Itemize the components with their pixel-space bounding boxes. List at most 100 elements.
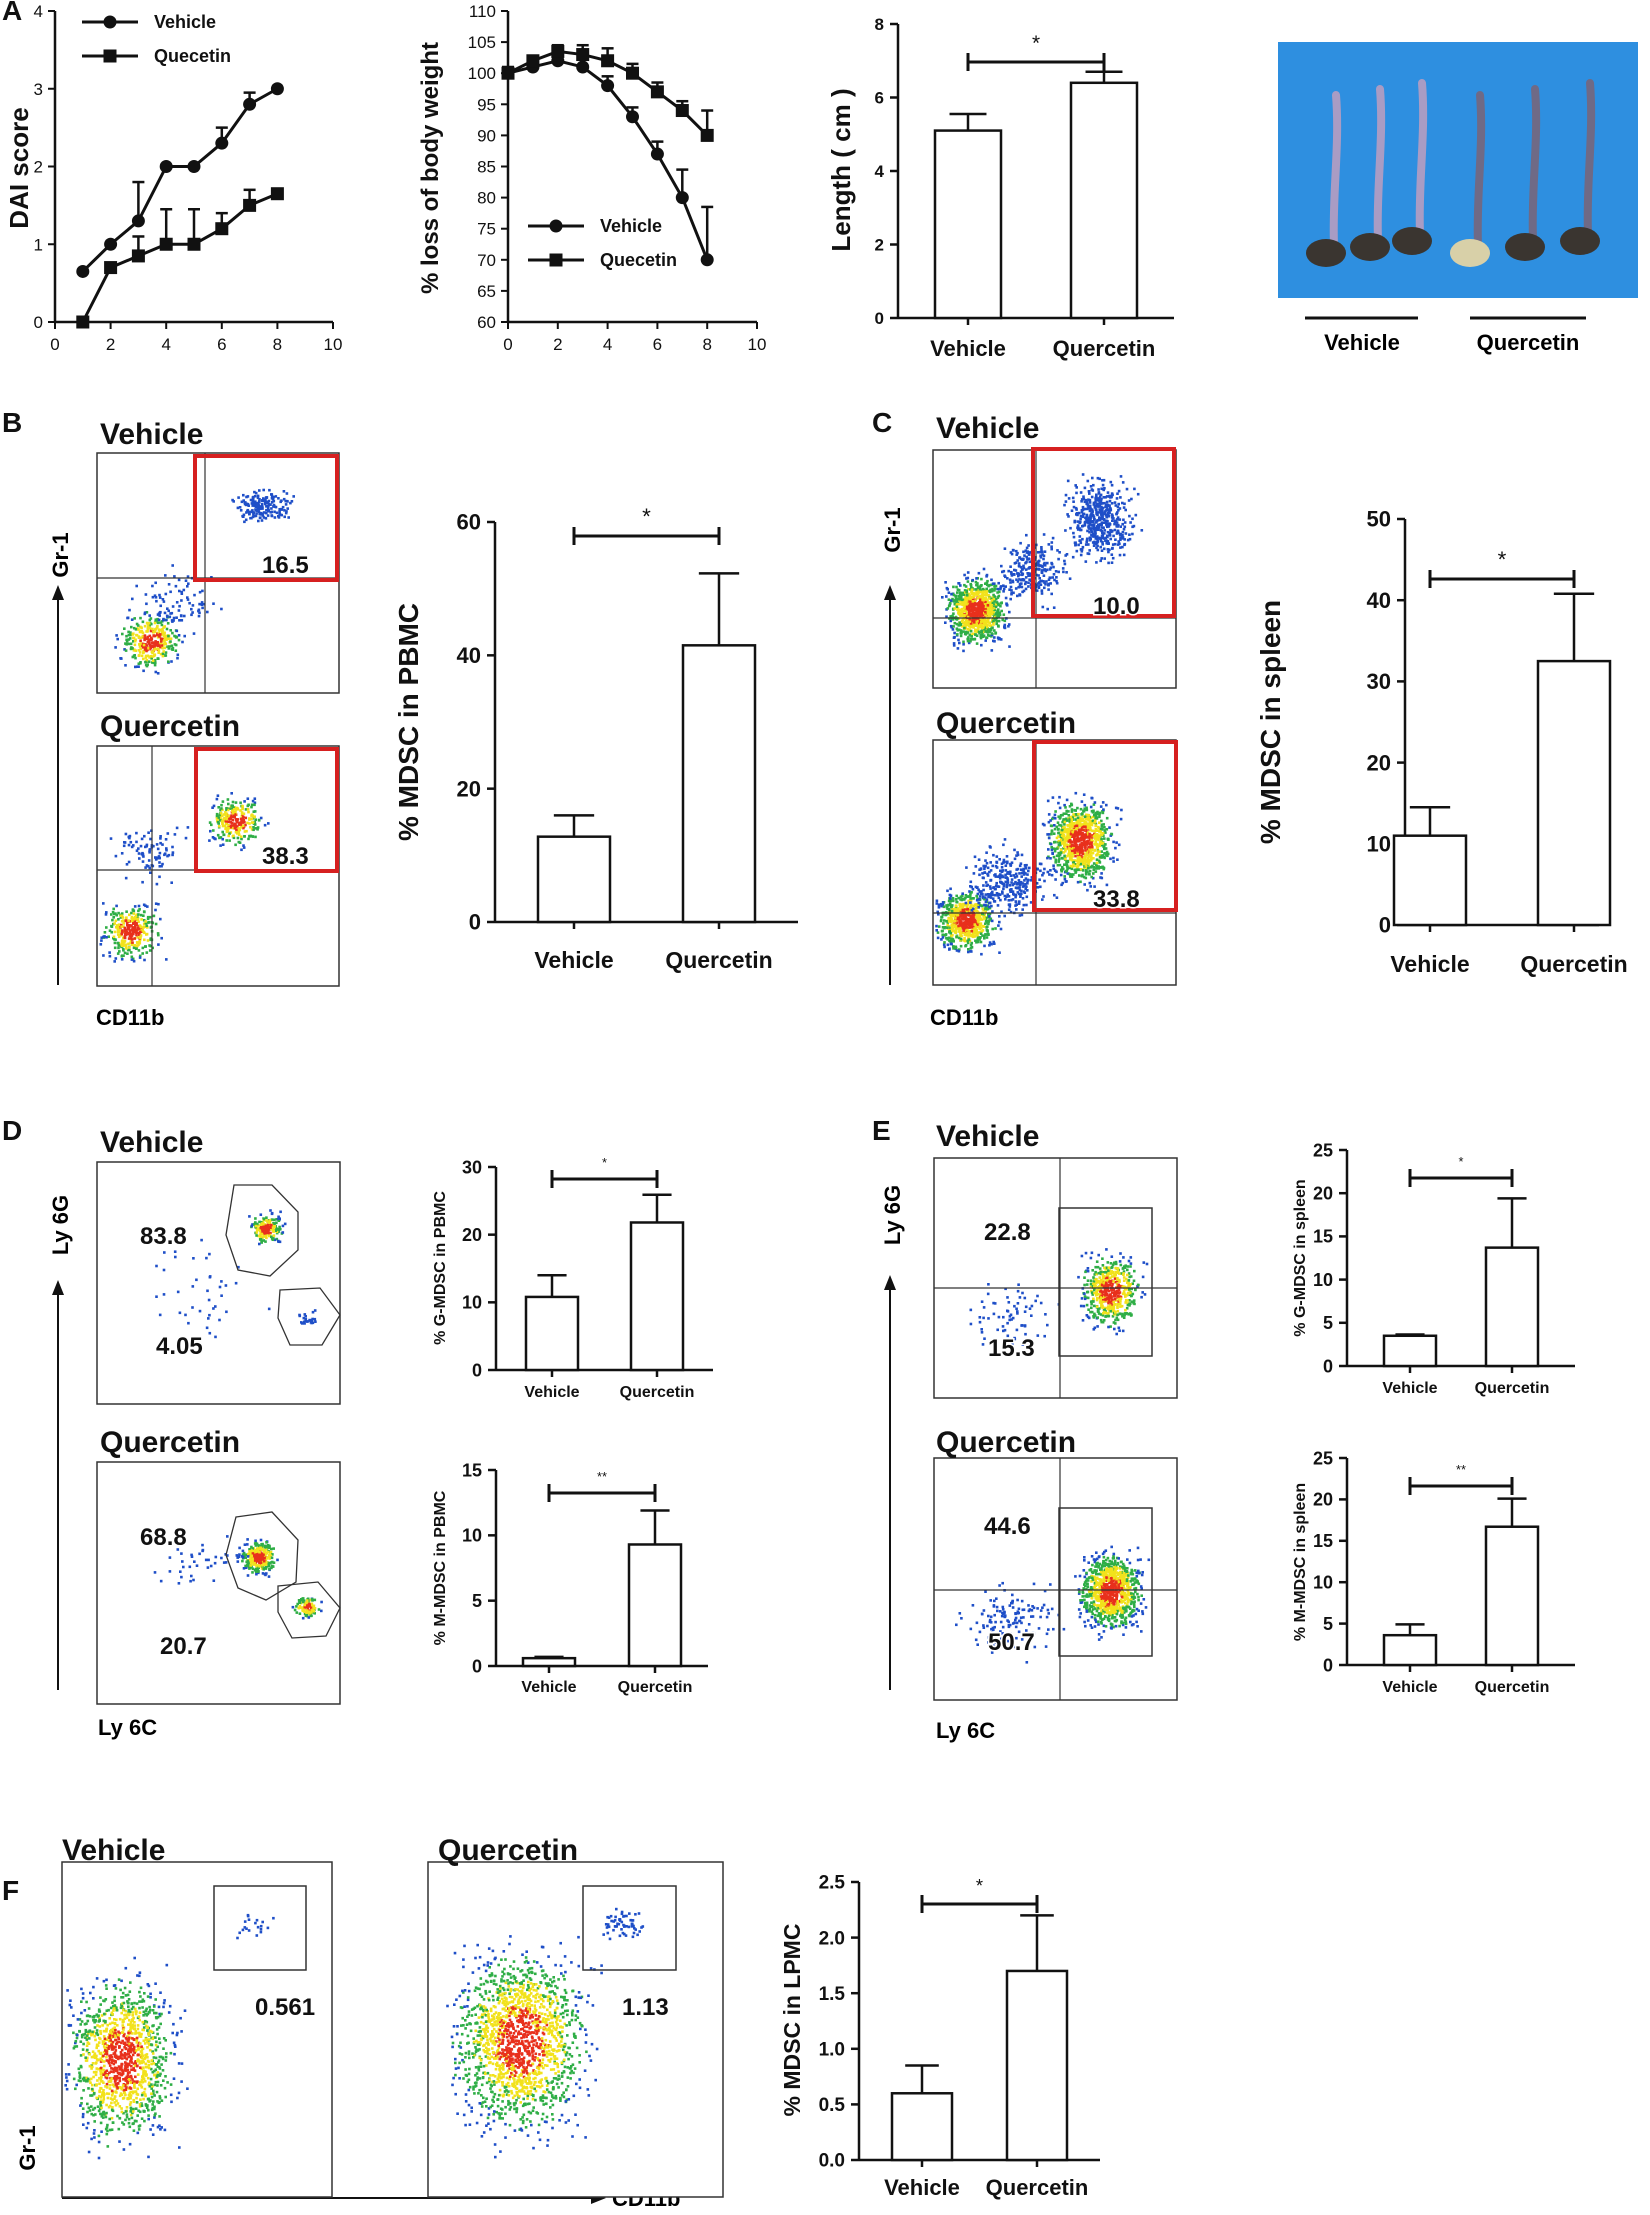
event-dot	[118, 934, 121, 937]
event-dot	[242, 825, 245, 828]
event-dot	[1090, 866, 1093, 869]
event-dot	[1124, 526, 1127, 529]
data-point	[526, 54, 539, 67]
panel-label-e: E	[872, 1115, 891, 1146]
event-dot	[958, 917, 961, 920]
event-dot	[955, 895, 958, 898]
y-tick-label: 10	[462, 1526, 482, 1546]
event-dot	[125, 943, 128, 946]
event-dot	[275, 495, 278, 498]
event-dot	[1051, 829, 1054, 832]
event-dot	[153, 915, 156, 918]
event-dot	[953, 644, 956, 647]
event-dot	[985, 575, 988, 578]
event-dot	[1038, 560, 1041, 563]
event-dot	[138, 949, 141, 952]
event-dot	[1004, 624, 1007, 627]
event-dot	[1075, 492, 1078, 495]
event-dot	[1072, 873, 1075, 876]
event-dot	[949, 888, 952, 891]
event-dot	[979, 586, 982, 589]
event-dot	[132, 926, 135, 929]
event-dot	[175, 635, 178, 638]
event-dot	[1075, 847, 1078, 850]
event-dot	[1091, 511, 1094, 514]
event-dot	[274, 505, 277, 508]
event-dot	[980, 953, 983, 956]
event-dot	[1082, 859, 1085, 862]
event-dot	[986, 929, 989, 932]
event-dot	[1105, 542, 1108, 545]
x-tick-label: 0	[503, 335, 512, 354]
event-dot	[291, 500, 294, 503]
event-dot	[158, 855, 161, 858]
event-dot	[970, 950, 973, 953]
event-dot	[992, 582, 995, 585]
event-dot	[960, 635, 963, 638]
event-dot	[165, 593, 168, 596]
event-dot	[1077, 813, 1080, 816]
event-dot	[1101, 526, 1104, 529]
event-dot	[1002, 590, 1005, 593]
event-dot	[166, 628, 169, 631]
significance-label: *	[1498, 547, 1507, 572]
event-dot	[966, 594, 969, 597]
event-dot	[148, 642, 151, 645]
category-label: Quercetin	[1475, 1679, 1550, 1696]
event-dot	[178, 590, 181, 593]
event-dot	[1083, 810, 1086, 813]
event-dot	[236, 821, 239, 824]
event-dot	[1071, 841, 1074, 844]
event-dot	[187, 582, 190, 585]
event-dot	[1003, 613, 1006, 616]
y-axis-label: % MDSC in spleen	[1255, 600, 1286, 844]
event-dot	[1091, 810, 1094, 813]
event-dot	[1066, 868, 1069, 871]
event-dot	[1107, 562, 1110, 565]
event-dot	[170, 660, 173, 663]
gate-value: 38.3	[262, 843, 309, 870]
event-dot	[991, 632, 994, 635]
event-dot	[974, 923, 977, 926]
event-dot	[1085, 873, 1088, 876]
event-dot	[1101, 541, 1104, 544]
event-dot	[158, 876, 161, 879]
event-dot	[1050, 562, 1053, 565]
event-dot	[171, 645, 174, 648]
event-dot	[227, 827, 230, 830]
event-dot	[1141, 529, 1144, 532]
event-dot	[1111, 553, 1114, 556]
event-dot	[1021, 586, 1024, 589]
y-tick-label: 30	[1367, 669, 1391, 694]
event-dot	[1047, 848, 1050, 851]
event-dot	[126, 952, 129, 955]
event-dot	[969, 620, 972, 623]
event-dot	[1137, 493, 1140, 496]
event-dot	[959, 905, 962, 908]
event-dot	[222, 800, 225, 803]
event-dot	[142, 621, 145, 624]
event-dot	[1111, 547, 1114, 550]
event-dot	[1112, 535, 1115, 538]
event-dot	[152, 631, 155, 634]
event-dot	[149, 871, 152, 874]
y-tick-label: 4	[875, 162, 885, 181]
event-dot	[1056, 582, 1059, 585]
event-dot	[994, 927, 997, 930]
x-tick-label: 2	[553, 335, 562, 354]
event-dot	[980, 634, 983, 637]
colon-stem	[1588, 83, 1591, 233]
event-dot	[135, 832, 138, 835]
event-dot	[1087, 824, 1090, 827]
event-dot	[156, 883, 159, 886]
event-dot	[192, 604, 195, 607]
event-dot	[1069, 805, 1072, 808]
data-point	[271, 82, 284, 95]
event-dot	[1026, 547, 1029, 550]
bar-vehicle	[523, 1658, 575, 1666]
event-dot	[128, 861, 131, 864]
y-axis-label: % G-MDSC in PBMC	[432, 1191, 449, 1345]
event-dot	[258, 489, 261, 492]
event-dot	[1096, 844, 1099, 847]
event-dot	[955, 936, 958, 939]
